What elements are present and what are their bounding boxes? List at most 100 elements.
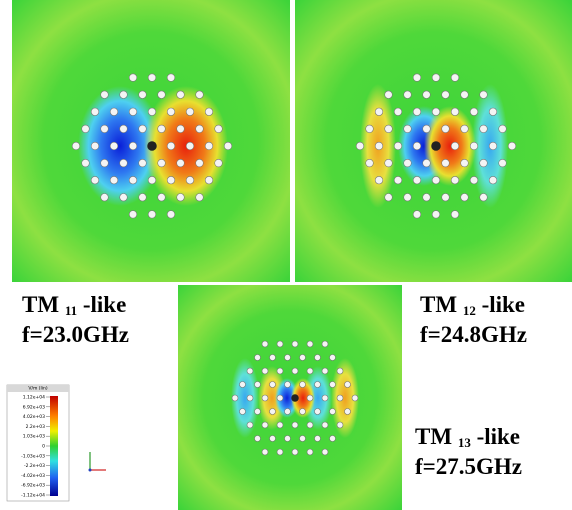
via-hole <box>307 368 313 374</box>
via-hole <box>385 91 393 99</box>
via-hole <box>315 355 321 361</box>
mode-suffix: -like <box>482 292 525 317</box>
via-hole <box>489 142 497 150</box>
via-hole <box>366 159 374 167</box>
via-hole <box>285 355 291 361</box>
via-hole <box>337 422 343 428</box>
via-hole <box>148 176 156 184</box>
via-hole <box>224 142 232 150</box>
via-hole <box>255 409 261 415</box>
via-hole <box>270 355 276 361</box>
colorbar-label: 4.02e+03 <box>23 414 45 420</box>
via-hole <box>110 142 118 150</box>
via-hole <box>489 176 497 184</box>
mode-index: 12 <box>463 303 476 318</box>
via-hole <box>300 382 306 388</box>
via-hole <box>167 176 175 184</box>
via-hole <box>292 368 298 374</box>
via-hole <box>101 125 109 133</box>
via-hole <box>277 422 283 428</box>
colorbar-label: -6.92e+03 <box>21 483 45 489</box>
via-hole <box>247 395 253 401</box>
via-hole <box>255 436 261 442</box>
via-hole <box>177 194 185 202</box>
via-hole <box>129 108 137 116</box>
via-hole <box>82 125 90 133</box>
via-hole <box>167 108 175 116</box>
via-hole <box>277 341 283 347</box>
via-hole <box>345 409 351 415</box>
via-hole <box>451 142 459 150</box>
via-hole <box>148 211 156 219</box>
via-hole <box>129 176 137 184</box>
via-hole <box>158 159 166 167</box>
via-hole <box>451 108 459 116</box>
feed-point <box>291 394 299 402</box>
via-hole <box>148 108 156 116</box>
via-hole <box>423 125 431 133</box>
colorbar-label: -2.2e+03 <box>24 463 45 469</box>
via-hole <box>470 108 478 116</box>
via-hole <box>404 91 412 99</box>
via-hole <box>394 108 402 116</box>
via-hole <box>139 159 147 167</box>
mode: TM <box>22 292 59 317</box>
via-hole <box>375 142 383 150</box>
via-hole <box>322 341 328 347</box>
via-hole <box>470 142 478 150</box>
via-hole <box>451 176 459 184</box>
via-hole <box>186 142 194 150</box>
via-hole <box>196 91 204 99</box>
colorbar-label: 6.92e+03 <box>23 404 45 410</box>
via-hole <box>129 74 137 82</box>
via-hole <box>352 395 358 401</box>
via-hole <box>262 395 268 401</box>
via-hole <box>110 108 118 116</box>
via-hole <box>196 194 204 202</box>
colorbar-title: V/m (lin) <box>28 386 48 392</box>
via-hole <box>247 368 253 374</box>
via-hole <box>330 355 336 361</box>
via-hole <box>262 422 268 428</box>
mode-label: TM 12 -like <box>420 292 525 320</box>
feed-point <box>147 141 157 151</box>
via-hole <box>461 159 469 167</box>
via-hole <box>413 176 421 184</box>
via-hole <box>300 355 306 361</box>
via-hole <box>404 159 412 167</box>
via-hole <box>330 409 336 415</box>
via-hole <box>110 176 118 184</box>
via-hole <box>120 194 128 202</box>
via-hole <box>255 382 261 388</box>
via-hole <box>101 91 109 99</box>
via-hole <box>277 449 283 455</box>
via-hole <box>356 142 364 150</box>
via-hole <box>262 341 268 347</box>
via-hole <box>315 436 321 442</box>
via-hole <box>307 395 313 401</box>
via-hole <box>385 194 393 202</box>
mode-label: TM 13 -like <box>415 424 520 452</box>
via-hole <box>270 409 276 415</box>
via-hole <box>177 91 185 99</box>
via-hole <box>413 74 421 82</box>
via-hole <box>292 422 298 428</box>
via-hole <box>158 91 166 99</box>
via-hole <box>385 125 393 133</box>
via-hole <box>186 176 194 184</box>
mode: TM <box>415 424 452 449</box>
mode-index: 11 <box>65 303 77 318</box>
via-hole <box>432 176 440 184</box>
figure-canvas: TM 11 -like f=23.0GHz TM 12 -like f=24.8… <box>0 0 572 510</box>
frequency-label: f=23.0GHz <box>22 322 129 347</box>
via-hole <box>413 142 421 150</box>
via-hole <box>337 368 343 374</box>
via-hole <box>300 436 306 442</box>
via-hole <box>442 125 450 133</box>
via-hole <box>322 422 328 428</box>
colorbar-label: 0 <box>42 444 45 450</box>
via-hole <box>101 194 109 202</box>
via-hole <box>394 142 402 150</box>
via-hole <box>375 108 383 116</box>
via-hole <box>240 382 246 388</box>
